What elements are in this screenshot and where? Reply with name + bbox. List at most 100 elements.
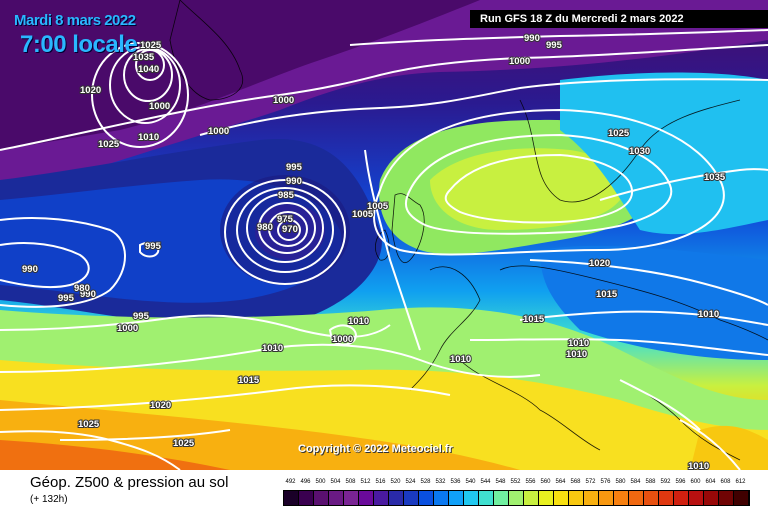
isobar-label: 990 — [22, 264, 38, 275]
isobar-label: 1025 — [140, 40, 162, 51]
legend-tick-label: 596 — [675, 479, 686, 485]
legend-color-swatch — [629, 491, 644, 505]
legend-tick-label: 612 — [735, 479, 746, 485]
chart-title: Géop. Z500 & pression au sol — [30, 474, 229, 491]
isobar-label: 1000 — [149, 101, 170, 112]
legend-color-swatch — [389, 491, 404, 505]
isobar-label: 1040 — [138, 64, 159, 75]
isobar-label: 980 — [257, 222, 273, 233]
run-label: Run GFS 18 Z du Mercredi 2 mars 2022 — [470, 10, 768, 28]
legend-color-swatch — [479, 491, 494, 505]
isobar-label: 990 — [286, 176, 302, 187]
weather-map: 1025 1035 1040 1020 1025 1010 1005 1000 … — [0, 0, 768, 470]
legend-color-swatch — [434, 491, 449, 505]
isobar-label: 1015 — [238, 375, 260, 386]
legend-tick-label: 604 — [705, 479, 716, 485]
isobar-label: 985 — [278, 190, 295, 201]
legend-color-swatch — [404, 491, 419, 505]
legend-color-swatch — [299, 491, 314, 505]
legend-tick-label: 580 — [615, 479, 626, 485]
legend-color-swatch — [449, 491, 464, 505]
legend-tick-label: 536 — [450, 479, 461, 485]
legend-tick-label: 592 — [660, 479, 671, 485]
legend-color-swatch — [509, 491, 524, 505]
isobar-label: 1015 — [523, 314, 545, 325]
isobar-label: 970 — [282, 224, 298, 235]
legend-ticks: 492 496 500 504 508 512 516 520 524 528 532 536 540 5… — [283, 479, 753, 489]
legend-tick-label: 552 — [510, 479, 521, 485]
isobar-label: 995 — [133, 311, 150, 322]
legend-tick-label: 588 — [645, 479, 656, 485]
isobar-label: 975 — [277, 214, 294, 225]
legend-color-swatch — [524, 491, 539, 505]
legend-tick-label: 500 — [315, 479, 326, 485]
legend-color-swatch — [659, 491, 674, 505]
isobar-label: 1010 — [688, 461, 709, 470]
isobar-label: 1000 — [273, 95, 294, 106]
legend-color-swatch — [464, 491, 479, 505]
legend-tick-label: 568 — [570, 479, 581, 485]
legend-color-swatch — [284, 491, 299, 505]
legend-tick-label: 520 — [390, 479, 401, 485]
isobar-label: 980 — [74, 283, 90, 294]
legend-color-swatch — [674, 491, 689, 505]
legend-color-swatch — [359, 491, 374, 505]
legend-tick-label: 548 — [495, 479, 506, 485]
isobar-label: 1025 — [173, 438, 195, 449]
legend-color-swatch — [569, 491, 584, 505]
legend-color-swatch — [719, 491, 734, 505]
legend-color-swatch — [584, 491, 599, 505]
legend-tick-label: 524 — [405, 479, 416, 485]
color-legend — [283, 490, 750, 506]
legend-color-swatch — [599, 491, 614, 505]
isobar-label: 1015 — [596, 289, 618, 300]
legend-tick-label: 560 — [540, 479, 551, 485]
isobar-label: 1020 — [80, 85, 101, 96]
isobar-label: 1010 — [698, 309, 719, 320]
legend-color-swatch — [689, 491, 704, 505]
legend-color-swatch — [734, 491, 749, 505]
isobar-label: 1010 — [348, 316, 369, 327]
legend-tick-label: 576 — [600, 479, 611, 485]
isobar-label: 1000 — [208, 126, 229, 137]
isobar-label: 1010 — [568, 338, 589, 349]
isobar-label: 995 — [546, 40, 563, 51]
isobar-label: 1025 — [78, 419, 100, 430]
legend-tick-label: 572 — [585, 479, 596, 485]
isobar-label: 1010 — [450, 354, 471, 365]
legend-tick-label: 504 — [330, 479, 341, 485]
chart-subtitle: (+ 132h) — [30, 494, 68, 505]
legend-color-swatch — [644, 491, 659, 505]
isobar-label: 1000 — [509, 56, 530, 67]
legend-color-swatch — [494, 491, 509, 505]
forecast-date: Mardi 8 mars 2022 — [14, 12, 136, 29]
legend-tick-label: 584 — [630, 479, 641, 485]
legend-tick-label: 516 — [375, 479, 386, 485]
isobar-label: 1020 — [589, 258, 610, 269]
legend-tick-label: 556 — [525, 479, 536, 485]
isobar-label: 990 — [524, 33, 540, 44]
isobar-label: 1010 — [138, 132, 159, 143]
legend-color-swatch — [314, 491, 329, 505]
isobar-label: 1035 — [704, 172, 726, 183]
legend-color-swatch — [539, 491, 554, 505]
copyright-text: Copyright © 2022 Meteociel.fr — [298, 443, 453, 455]
legend-tick-label: 600 — [690, 479, 701, 485]
isobar-label: 995 — [145, 241, 162, 252]
isobar-label: 995 — [58, 293, 75, 304]
legend-tick-label: 564 — [555, 479, 566, 485]
isobar-label: 1030 — [629, 146, 650, 157]
legend-color-swatch — [329, 491, 344, 505]
legend-color-swatch — [419, 491, 434, 505]
legend-tick-label: 528 — [420, 479, 431, 485]
legend-tick-label: 540 — [465, 479, 476, 485]
isobar-label: 1025 — [608, 128, 630, 139]
isobar-label: 1035 — [133, 52, 155, 63]
isobar-label: 1000 — [332, 334, 353, 345]
legend-color-swatch — [344, 491, 359, 505]
legend-tick-label: 492 — [285, 479, 296, 485]
legend-color-swatch — [614, 491, 629, 505]
isobar-label: 995 — [286, 162, 303, 173]
isobar-label: 1005 — [367, 201, 389, 212]
legend-color-swatch — [704, 491, 719, 505]
